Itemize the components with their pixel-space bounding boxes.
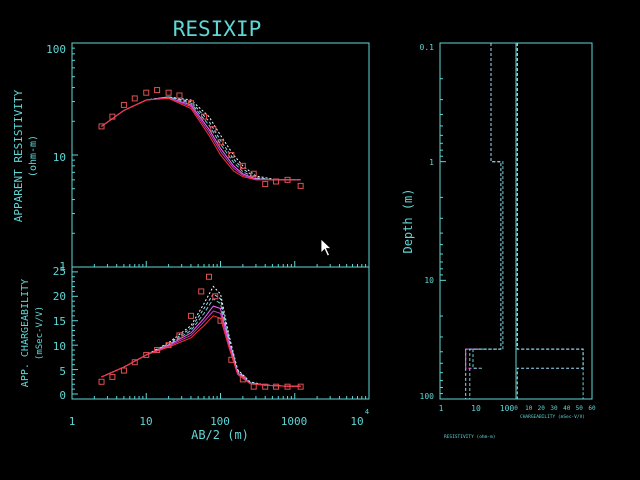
chg-xtick-10: 10: [525, 405, 533, 412]
xtick-10: 10: [139, 415, 152, 428]
res-xtick-1: 1: [439, 404, 444, 413]
chg-ytick-10: 10: [53, 340, 66, 353]
chg-observed-point: [239, 376, 246, 383]
chg-fit-line: [101, 305, 301, 387]
depth-chargeability-model: [516, 43, 584, 399]
chg-observed-point: [176, 332, 183, 339]
res-fit-line: [101, 96, 301, 181]
chg-xtick-40: 40: [563, 405, 571, 412]
res-observed-point: [109, 113, 116, 120]
depth-chargeability-model: [516, 43, 584, 399]
res-ytick-100: 100: [46, 43, 66, 56]
chg-observed-point: [98, 378, 105, 385]
res-observed-point: [98, 123, 105, 130]
res-fit-line: [101, 97, 301, 181]
chg-observed-point: [198, 288, 205, 295]
figure-title: RESIXIP: [173, 17, 262, 41]
depth-ytick-10: 10: [424, 276, 434, 285]
chg-observed-point: [165, 342, 172, 349]
res-observed-point: [262, 181, 269, 188]
chg-xtick-20: 20: [538, 405, 546, 412]
chg-observed-point: [228, 356, 235, 363]
res-observed-point: [239, 162, 246, 169]
chg-ylabel-line2: (mSec-V/V): [35, 306, 45, 360]
res-observed-point: [143, 89, 150, 96]
res-fit-line: [101, 96, 301, 181]
chg-xtick-50: 50: [576, 405, 584, 412]
plot-layer: [71, 42, 584, 400]
res-observed-point: [273, 178, 280, 185]
chg-observed-point: [217, 317, 224, 324]
res-ytick-10: 10: [53, 151, 66, 164]
res-observed-point: [154, 87, 161, 94]
res-observed-point: [201, 113, 208, 120]
chargeability-frame: [71, 266, 370, 400]
mouse-pointer-icon: [320, 238, 333, 257]
chg-xtick-60: 60: [588, 405, 596, 412]
chg-observed-point: [297, 383, 304, 390]
res-fit-line: [101, 96, 301, 181]
chg-observed-point: [131, 359, 138, 366]
res-xaxis-label: RESISTIVITY (ohm-m): [444, 434, 495, 440]
depth-resistivity-model: [465, 348, 479, 369]
xtick-1000: 1000: [281, 415, 308, 428]
res-fit-line: [101, 97, 301, 181]
res-fit-line: [101, 97, 301, 181]
depth-resistivity-model: [465, 43, 502, 399]
chg-observed-point: [205, 273, 212, 280]
xtick-10-4: 10: [350, 415, 363, 428]
chg-observed-point: [109, 373, 116, 380]
res-observed-point: [210, 126, 217, 133]
chg-ytick-0: 0: [59, 389, 66, 402]
xtick-exponent: 4: [365, 408, 369, 416]
chg-observed-point: [154, 347, 161, 354]
depth-resistivity-model: [472, 348, 483, 369]
chg-observed-point: [262, 383, 269, 390]
chg-observed-point: [284, 383, 291, 390]
res-xtick-10: 10: [471, 404, 481, 413]
chg-ylabel-line1: APP. CHARGEABILITY: [20, 279, 31, 387]
res-ytick-1: 1: [59, 260, 66, 273]
res-observed-point: [250, 170, 257, 177]
res-observed-point: [120, 101, 127, 108]
depth-ytick-1: 1: [429, 158, 434, 167]
depth-ytick-0.1: 0.1: [420, 43, 435, 52]
depth-ytick-100: 100: [420, 392, 435, 401]
chg-ytick-20: 20: [53, 290, 66, 303]
depth-resistivity-model: [469, 43, 504, 399]
chg-xaxis-label: CHARGEABILITY (mSec-V/V): [520, 414, 585, 420]
x-axis-label: AB/2 (m): [191, 428, 249, 442]
chg-ytick-25: 25: [53, 265, 66, 278]
depth-ylabel: Depth (m): [401, 188, 415, 253]
res-observed-point: [284, 176, 291, 183]
chg-observed-point: [143, 351, 150, 358]
chg-observed-point: [250, 383, 257, 390]
chg-observed-point: [120, 367, 127, 374]
chg-fit-line: [101, 315, 301, 387]
chg-fit-line: [101, 298, 301, 387]
xtick-1: 1: [69, 415, 76, 428]
chg-fit-line: [101, 285, 301, 387]
chg-observed-point: [212, 293, 219, 300]
res-ylabel-line1: APPARENT RESISTIVITY: [12, 89, 25, 222]
res-observed-point: [217, 139, 224, 146]
chg-observed-point: [273, 383, 280, 390]
chg-ytick-15: 15: [53, 315, 66, 328]
res-observed-point: [131, 95, 138, 102]
res-ylabel-line2: (ohm-m): [28, 135, 39, 177]
res-observed-point: [165, 89, 172, 96]
res-xtick-100: 100: [500, 404, 515, 413]
res-observed-point: [187, 100, 194, 107]
chg-xtick-30: 30: [550, 405, 558, 412]
chg-xtick-0: 0: [514, 405, 518, 412]
chg-ytick-5: 5: [59, 365, 66, 378]
chg-observed-point: [187, 312, 194, 319]
xtick-100: 100: [210, 415, 230, 428]
res-observed-point: [228, 152, 235, 158]
res-observed-point: [176, 92, 183, 99]
res-observed-point: [297, 182, 304, 189]
